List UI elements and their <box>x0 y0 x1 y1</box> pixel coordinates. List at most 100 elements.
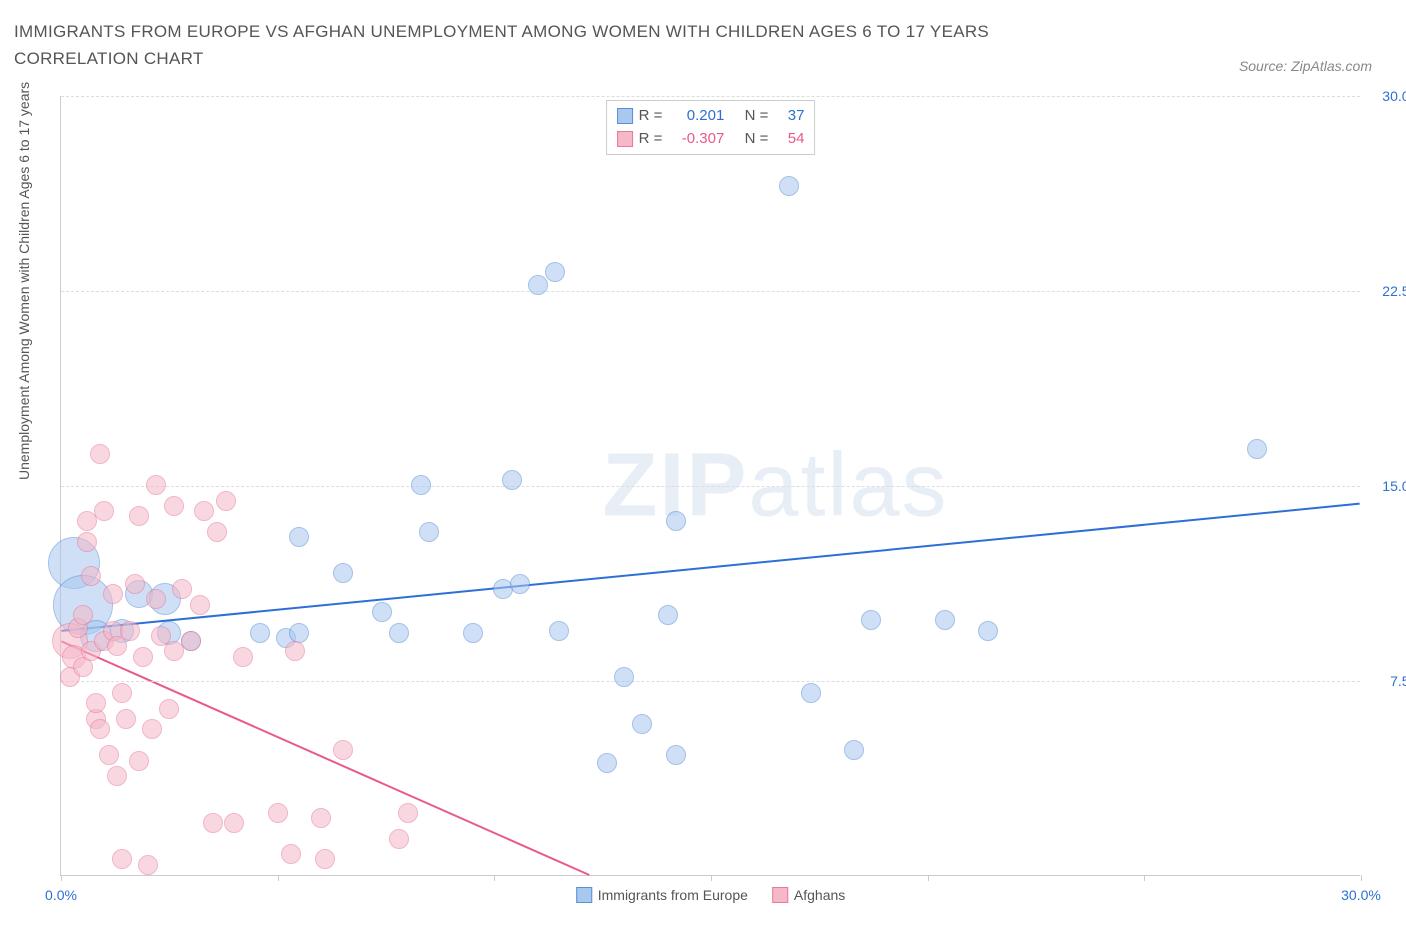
data-point-europe <box>658 605 678 625</box>
data-point-europe <box>510 574 530 594</box>
data-point-afghans <box>233 647 253 667</box>
data-point-europe <box>666 745 686 765</box>
legend-item: Afghans <box>772 887 845 903</box>
data-point-afghans <box>103 584 123 604</box>
y-tick-label: 30.0% <box>1382 88 1406 104</box>
data-point-afghans <box>285 641 305 661</box>
x-tick <box>1144 875 1145 881</box>
data-point-afghans <box>164 496 184 516</box>
data-point-afghans <box>107 766 127 786</box>
data-point-afghans <box>90 444 110 464</box>
data-point-afghans <box>116 709 136 729</box>
data-point-afghans <box>190 595 210 615</box>
data-point-europe <box>411 475 431 495</box>
gridline <box>61 681 1360 682</box>
data-point-afghans <box>77 532 97 552</box>
legend-swatch <box>576 887 592 903</box>
data-point-afghans <box>333 740 353 760</box>
trendline-europe <box>61 504 1359 631</box>
data-point-europe <box>666 511 686 531</box>
data-point-europe <box>801 683 821 703</box>
stats-row-afghans: R =-0.307 N =54 <box>617 128 805 151</box>
data-point-europe <box>289 623 309 643</box>
data-point-afghans <box>203 813 223 833</box>
data-point-afghans <box>224 813 244 833</box>
data-point-afghans <box>181 631 201 651</box>
data-point-afghans <box>194 501 214 521</box>
x-tick-label-right: 30.0% <box>1341 887 1381 903</box>
data-point-europe <box>545 262 565 282</box>
swatch-afghans <box>617 131 633 147</box>
data-point-afghans <box>129 506 149 526</box>
data-point-europe <box>250 623 270 643</box>
series-legend: Immigrants from Europe Afghans <box>576 887 846 903</box>
n-value: 54 <box>774 128 804 151</box>
data-point-afghans <box>120 621 140 641</box>
chart-plot-area: ZIPatlas R =0.201 N =37R =-0.307 N =54 I… <box>60 96 1360 876</box>
data-point-afghans <box>112 683 132 703</box>
data-point-europe <box>861 610 881 630</box>
data-point-afghans <box>146 475 166 495</box>
x-tick <box>494 875 495 881</box>
y-tick-label: 7.5% <box>1390 673 1406 689</box>
y-tick-label: 15.0% <box>1382 478 1406 494</box>
y-axis-label: Unemployment Among Women with Children A… <box>16 82 32 480</box>
data-point-europe <box>935 610 955 630</box>
data-point-europe <box>502 470 522 490</box>
data-point-europe <box>389 623 409 643</box>
gridline <box>61 96 1360 97</box>
data-point-afghans <box>73 605 93 625</box>
data-point-europe <box>978 621 998 641</box>
r-label: R = <box>639 128 663 151</box>
y-tick-label: 22.5% <box>1382 283 1406 299</box>
legend-label: Immigrants from Europe <box>598 887 748 903</box>
x-tick <box>61 875 62 881</box>
data-point-europe <box>844 740 864 760</box>
data-point-europe <box>614 667 634 687</box>
data-point-afghans <box>81 566 101 586</box>
data-point-afghans <box>389 829 409 849</box>
x-tick <box>711 875 712 881</box>
data-point-afghans <box>315 849 335 869</box>
data-point-europe <box>528 275 548 295</box>
data-point-afghans <box>172 579 192 599</box>
data-point-europe <box>419 522 439 542</box>
x-tick-label-left: 0.0% <box>45 887 77 903</box>
data-point-afghans <box>86 693 106 713</box>
data-point-afghans <box>281 844 301 864</box>
x-tick <box>278 875 279 881</box>
data-point-afghans <box>129 751 149 771</box>
n-label: N = <box>745 128 769 151</box>
data-point-europe <box>632 714 652 734</box>
source-attribution: Source: ZipAtlas.com <box>1239 58 1372 74</box>
data-point-afghans <box>207 522 227 542</box>
gridline <box>61 291 1360 292</box>
data-point-europe <box>463 623 483 643</box>
data-point-afghans <box>94 501 114 521</box>
data-point-afghans <box>216 491 236 511</box>
stats-row-europe: R =0.201 N =37 <box>617 105 805 128</box>
legend-label: Afghans <box>794 887 845 903</box>
x-tick <box>928 875 929 881</box>
data-point-afghans <box>159 699 179 719</box>
data-point-afghans <box>125 574 145 594</box>
data-point-europe <box>779 176 799 196</box>
data-point-afghans <box>268 803 288 823</box>
x-tick <box>1361 875 1362 881</box>
r-value: 0.201 <box>668 105 724 128</box>
data-point-europe <box>333 563 353 583</box>
r-label: R = <box>639 105 663 128</box>
data-point-afghans <box>112 849 132 869</box>
data-point-europe <box>372 602 392 622</box>
data-point-afghans <box>398 803 418 823</box>
data-point-europe <box>289 527 309 547</box>
data-point-afghans <box>90 719 110 739</box>
data-point-afghans <box>138 855 158 875</box>
data-point-afghans <box>133 647 153 667</box>
data-point-afghans <box>146 589 166 609</box>
gridline <box>61 486 1360 487</box>
data-point-afghans <box>142 719 162 739</box>
legend-item: Immigrants from Europe <box>576 887 748 903</box>
data-point-europe <box>549 621 569 641</box>
swatch-europe <box>617 108 633 124</box>
